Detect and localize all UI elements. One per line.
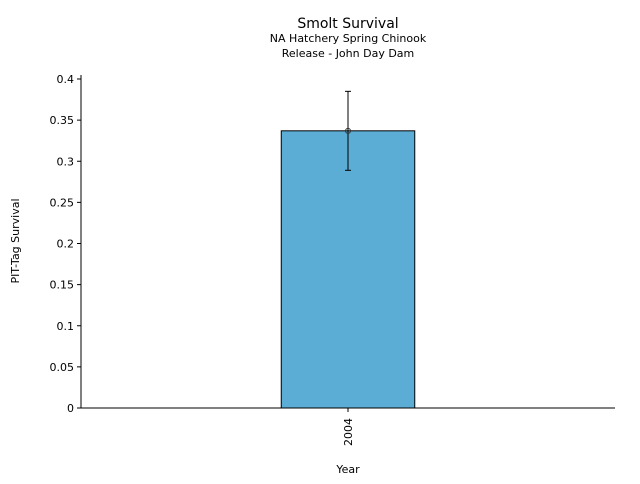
point-marker: [345, 127, 351, 134]
y-tick-label: 0.35: [50, 114, 75, 127]
x-tick-label: 2004: [342, 418, 355, 446]
chart-title: Smolt Survival: [297, 16, 398, 32]
y-tick-label: 0: [67, 402, 74, 415]
x-axis-label: Year: [335, 463, 360, 476]
chart-subtitle-1: NA Hatchery Spring Chinook: [270, 32, 427, 45]
y-tick-label: 0.25: [50, 196, 75, 209]
chart-subtitle-2: Release - John Day Dam: [282, 47, 415, 60]
y-tick-label: 0.05: [50, 361, 75, 374]
y-tick-label: 0.1: [57, 320, 75, 333]
bar-2004: [280, 130, 416, 409]
y-tick-label: 0.2: [57, 238, 75, 251]
y-tick-label: 0.4: [57, 73, 75, 86]
y-tick-label: 0.15: [50, 279, 75, 292]
y-tick-label: 0.3: [57, 155, 75, 168]
y-axis-label: PIT-Tag Survival: [9, 198, 22, 283]
